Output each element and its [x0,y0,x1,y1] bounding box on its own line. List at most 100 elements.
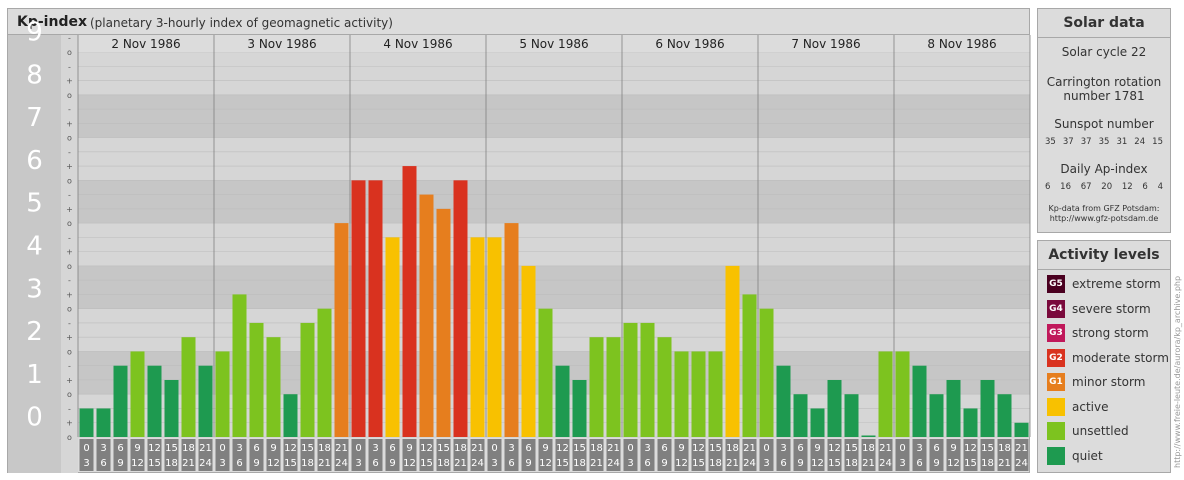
sub-tick-label: + [66,162,73,171]
time-interval-box [79,439,94,471]
time-end-label: 15 [964,458,977,469]
time-start-label: 15 [437,443,450,454]
kp-bar [997,394,1012,437]
date-label: 4 Nov 1986 [383,37,452,51]
kp-bar [980,379,995,437]
time-start-label: 9 [542,443,548,454]
time-end-label: 9 [389,458,395,469]
time-interval-box [113,439,128,471]
kp-bar [606,337,621,437]
time-interval-box [266,439,281,471]
kp-bar [708,351,723,437]
time-start-label: 18 [182,443,195,454]
ap-value: 20 [1101,182,1113,192]
time-end-label: 18 [301,458,314,469]
carrington-label: Carrington rotation [1046,75,1162,89]
y-tick-label: 7 [26,103,43,133]
time-end-label: 15 [556,458,569,469]
time-end-label: 21 [998,458,1011,469]
time-interval-box [997,439,1012,471]
time-end-label: 3 [83,458,89,469]
time-start-label: 9 [678,443,684,454]
kp-bar [640,322,655,437]
date-label: 6 Nov 1986 [655,37,724,51]
time-start-label: 18 [590,443,603,454]
y-tick-label: 5 [26,189,43,219]
time-start-label: 15 [709,443,722,454]
kp-band [78,94,1030,138]
time-start-label: 15 [301,443,314,454]
time-end-label: 3 [899,458,905,469]
time-end-label: 3 [219,458,225,469]
ap-label: Daily Ap-index [1060,162,1148,176]
kp-bar [776,365,791,437]
kp-bar [555,365,570,437]
time-end-label: 18 [437,458,450,469]
level-swatch: G3 [1047,324,1065,342]
time-end-label: 3 [763,458,769,469]
time-interval-box [368,439,383,471]
time-end-label: 15 [420,458,433,469]
source-link[interactable]: http://www.gfz-potsdam.de [1049,214,1159,223]
time-start-label: 21 [743,443,756,454]
kp-chart: 2 Nov 1986 3 Nov 1986 4 Nov 1986 5 Nov 1986… [8,18,1031,473]
time-start-label: 9 [134,443,140,454]
time-interval-box [793,439,808,471]
kp-bar [725,265,740,437]
time-interval-box [861,439,876,471]
y-tick-label: 6 [26,146,43,176]
time-interval-box [878,439,893,471]
sub-tick-label: + [66,419,73,428]
sunspot-label: Sunspot number [1054,117,1154,131]
level-label: strong storm [1072,326,1149,340]
y-tick-label: 0 [26,403,43,433]
kp-bar [589,337,604,437]
sub-tick-label: o [67,347,72,356]
time-end-label: 9 [797,458,803,469]
kp-bar [130,351,145,437]
kp-bar [147,365,162,437]
time-start-label: 21 [471,443,484,454]
sub-tick-label: - [68,276,71,285]
level-label: moderate storm [1072,350,1169,365]
time-interval-box [453,439,468,471]
level-swatch [1047,397,1065,416]
time-start-label: 18 [726,443,739,454]
time-end-label: 12 [539,458,552,469]
time-start-label: 12 [964,443,977,454]
kp-band [78,223,1030,266]
time-interval-box [929,439,944,471]
chart-subtitle: (planetary 3-hourly index of geomagnetic… [90,16,393,30]
sub-tick-label: + [66,119,73,128]
level-label: extreme storm [1072,277,1161,291]
ap-value: 4 [1157,182,1163,192]
time-end-label: 6 [780,458,786,469]
title-bar: Kp-index (planetary 3-hourly index of ge… [8,9,1029,35]
solar-cycle: Solar cycle 22 [1061,45,1147,59]
time-interval-box [640,439,655,471]
time-end-label: 6 [508,458,514,469]
kp-bar [164,379,179,437]
time-interval-box [555,439,570,471]
time-interval-box [436,439,451,471]
sub-tick-label: - [68,233,71,242]
time-interval-box [96,439,111,471]
y-tick-label: 2 [26,317,43,347]
time-start-label: 9 [406,443,412,454]
time-interval-box [742,439,757,471]
time-end-label: 24 [879,458,892,469]
time-start-label: 3 [644,443,650,454]
kp-bar [1014,422,1029,437]
time-start-label: 0 [491,443,497,454]
kp-band [78,308,1030,352]
date-label: 8 Nov 1986 [927,37,996,51]
level-swatch [1047,446,1065,465]
time-interval-box [385,439,400,471]
time-end-label: 21 [726,458,739,469]
time-start-label: 12 [556,443,569,454]
time-end-label: 12 [811,458,824,469]
time-start-label: 6 [525,443,531,454]
kp-bar [402,166,417,438]
ap-values: 6 16 67 20 12 6 4 [1045,182,1163,192]
kp-bar [487,237,502,437]
